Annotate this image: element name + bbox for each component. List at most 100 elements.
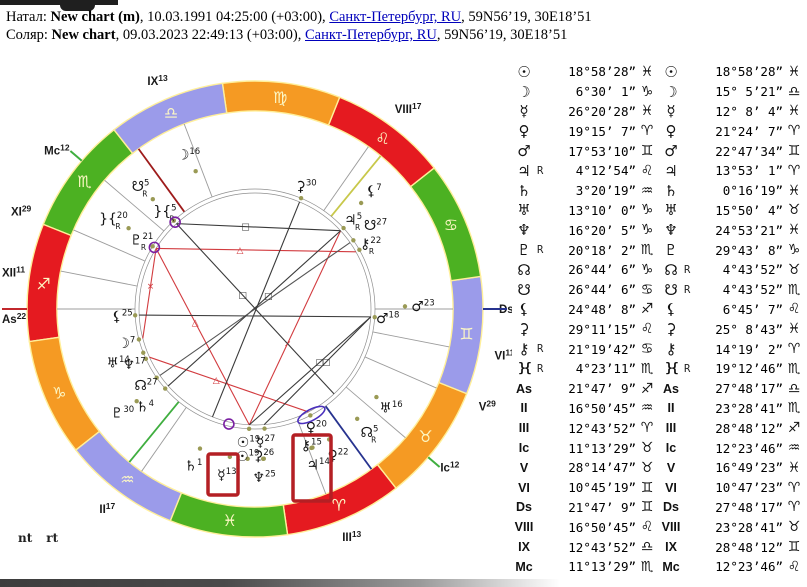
natal-venus-dot	[308, 413, 313, 418]
solar-uranus-dot	[374, 394, 379, 400]
zodiac-sign-icon: ♊	[787, 143, 801, 160]
solar-sun-dot	[245, 456, 250, 462]
natal-row-saturn: ♄ 3°20’19” ♒	[511, 181, 661, 201]
natal-row-house-III: III 12°43’52” ♈	[511, 418, 661, 438]
aspect-marker-icon: △	[213, 376, 220, 386]
zodiac-sign-icon: ♒	[787, 440, 801, 457]
zodiac-sign-icon: ♌	[787, 558, 801, 575]
natal-row-chiron: ⚷ R 21°19’42” ♋	[511, 339, 661, 359]
solar-chiron-icon: ⚷15	[301, 437, 322, 454]
zodiac-sign-icon: ♓	[787, 459, 801, 476]
neptune-icon: ♆	[664, 221, 678, 240]
natal-row-neptune: ♆ 16°20’ 5” ♑	[511, 220, 661, 240]
solar-mars-dot	[402, 304, 408, 309]
solar-selena-dot	[261, 456, 267, 461]
zodiac-sign-icon: ♉	[787, 261, 801, 278]
aspect-line-7	[263, 316, 372, 426]
natal-pluto-dot	[150, 244, 155, 249]
house-label: IX	[518, 540, 530, 555]
zodiac-sign-icon: ♈	[787, 499, 801, 516]
natal-row-house-II: II 16°50’45” ♒	[511, 399, 661, 419]
legend-natal-tag[interactable]: nt	[18, 531, 33, 545]
proserpina-icon: }{	[665, 361, 679, 377]
position-value: 16°49’23”	[715, 460, 783, 476]
house-label: VI	[518, 480, 530, 495]
solar-moon-dot	[193, 169, 198, 174]
solar-row-mars: ♂ 22°47’34” ♊	[658, 141, 807, 161]
house-label: II	[667, 401, 675, 416]
natal-city-link[interactable]: Санкт-Петербург, RU	[329, 9, 462, 25]
north-node-icon: ☊	[664, 260, 678, 279]
zodiac-sign-icon: ♓	[787, 63, 801, 80]
natal-south-node-dot	[351, 238, 356, 243]
position-value: 18°58’28”	[568, 64, 636, 80]
virgo-sign-icon: ♍	[273, 88, 287, 107]
position-value: 4°12’54”	[568, 163, 636, 179]
aspect-marker-icon: □	[315, 358, 324, 368]
aquarius-sign-icon: ♒	[120, 470, 134, 489]
natal-north-node-dot	[154, 375, 159, 380]
position-value: 29°11’15”	[568, 321, 636, 337]
natal-neptune-icon: ♆17	[122, 357, 145, 374]
solar-row-chiron: ⚷ 14°19’ 2” ♈	[658, 339, 807, 359]
natal-chiron-icon: ⚷22 R	[360, 236, 381, 256]
mercury-icon: ☿	[666, 102, 676, 121]
natal-moon-dot	[136, 337, 142, 342]
aspect-line-0	[156, 247, 356, 253]
position-value: 21°19’42”	[568, 341, 636, 357]
zodiac-sign-icon: ♓	[787, 222, 801, 239]
solar-row-house-III: III 28°48’12” ♐	[658, 418, 807, 438]
zodiac-sign-icon: ♐	[787, 420, 801, 437]
north-node-icon: ☊	[517, 260, 531, 279]
solar-city-link[interactable]: Санкт-Петербург, RU	[305, 27, 437, 43]
capricorn-sign-icon: ♑	[52, 383, 66, 402]
zodiac-sign-icon: ♑	[640, 222, 654, 239]
aspect-marker-icon: ×	[147, 282, 155, 292]
natal-mars-icon: ♂18	[376, 311, 399, 328]
natal-row-north-node: ☊ 26°44’ 6” ♑	[511, 260, 661, 280]
position-value: 3°20’19”	[568, 183, 636, 199]
natal-selena-icon: ⚳30	[296, 179, 317, 196]
solar-row-house-Ic: Ic 12°23’46” ♒	[658, 438, 807, 458]
solar-label: Соляр:	[6, 27, 48, 43]
solar-row-house-VI: VI 10°47’23” ♈	[658, 478, 807, 498]
position-value: 26°44’ 6”	[568, 282, 636, 298]
position-value: 12° 8’ 4”	[715, 103, 783, 119]
south-node-icon: ☋	[517, 280, 531, 299]
natal-row-moon: ☽ 6°30’ 1” ♑	[511, 82, 661, 102]
solar-row-lilith: ⚸ 6°45’ 7” ♌	[658, 300, 807, 320]
pluto-icon: ♇	[664, 241, 678, 260]
house-label-II: II17	[99, 501, 115, 516]
house-label-XI: XI29	[11, 204, 32, 219]
solar-datetime: , 09.03.2023 22:49:13 (+03:00),	[115, 27, 305, 43]
aspect-circle-outer	[134, 188, 376, 430]
natal-mc-axis	[69, 150, 83, 162]
solar-row-selena: ⚳ 25° 8’43” ♓	[658, 319, 807, 339]
house-label: Ic	[518, 441, 530, 456]
position-value: 29°43’ 8”	[715, 242, 783, 258]
house-label: As	[663, 381, 679, 396]
zodiac-sign-icon: ♒	[640, 400, 654, 417]
zodiac-sign-icon: ♈	[787, 123, 801, 140]
natal-lilith-dot	[132, 313, 138, 318]
zodiac-sign-icon: ♊	[640, 479, 654, 496]
position-value: 28°14’47”	[568, 460, 636, 476]
zodiac-sign-icon: ♈	[787, 479, 801, 496]
zodiac-sign-icon: ♑	[640, 261, 654, 278]
retrograde-flag: R	[537, 343, 544, 356]
jupiter-icon: ♃	[664, 161, 678, 180]
position-value: 23°28’41”	[715, 519, 783, 535]
solar-lilith-icon: ⚸7	[366, 183, 382, 200]
position-value: 23°28’41”	[715, 400, 783, 416]
sagittarius-sign-icon: ♐	[36, 274, 50, 293]
bottom-scroll-strip[interactable]	[0, 579, 560, 587]
position-value: 15° 5’21”	[715, 84, 783, 100]
house-label: IX	[665, 540, 677, 555]
position-value: 27°48’17”	[715, 499, 783, 515]
position-value: 12°23’46”	[715, 559, 783, 575]
legend-return-tag[interactable]: rt	[46, 531, 59, 545]
position-value: 13°10’ 0”	[568, 202, 636, 218]
position-value: 10°45’19”	[568, 480, 636, 496]
natal-proserpina-dot	[171, 218, 176, 223]
